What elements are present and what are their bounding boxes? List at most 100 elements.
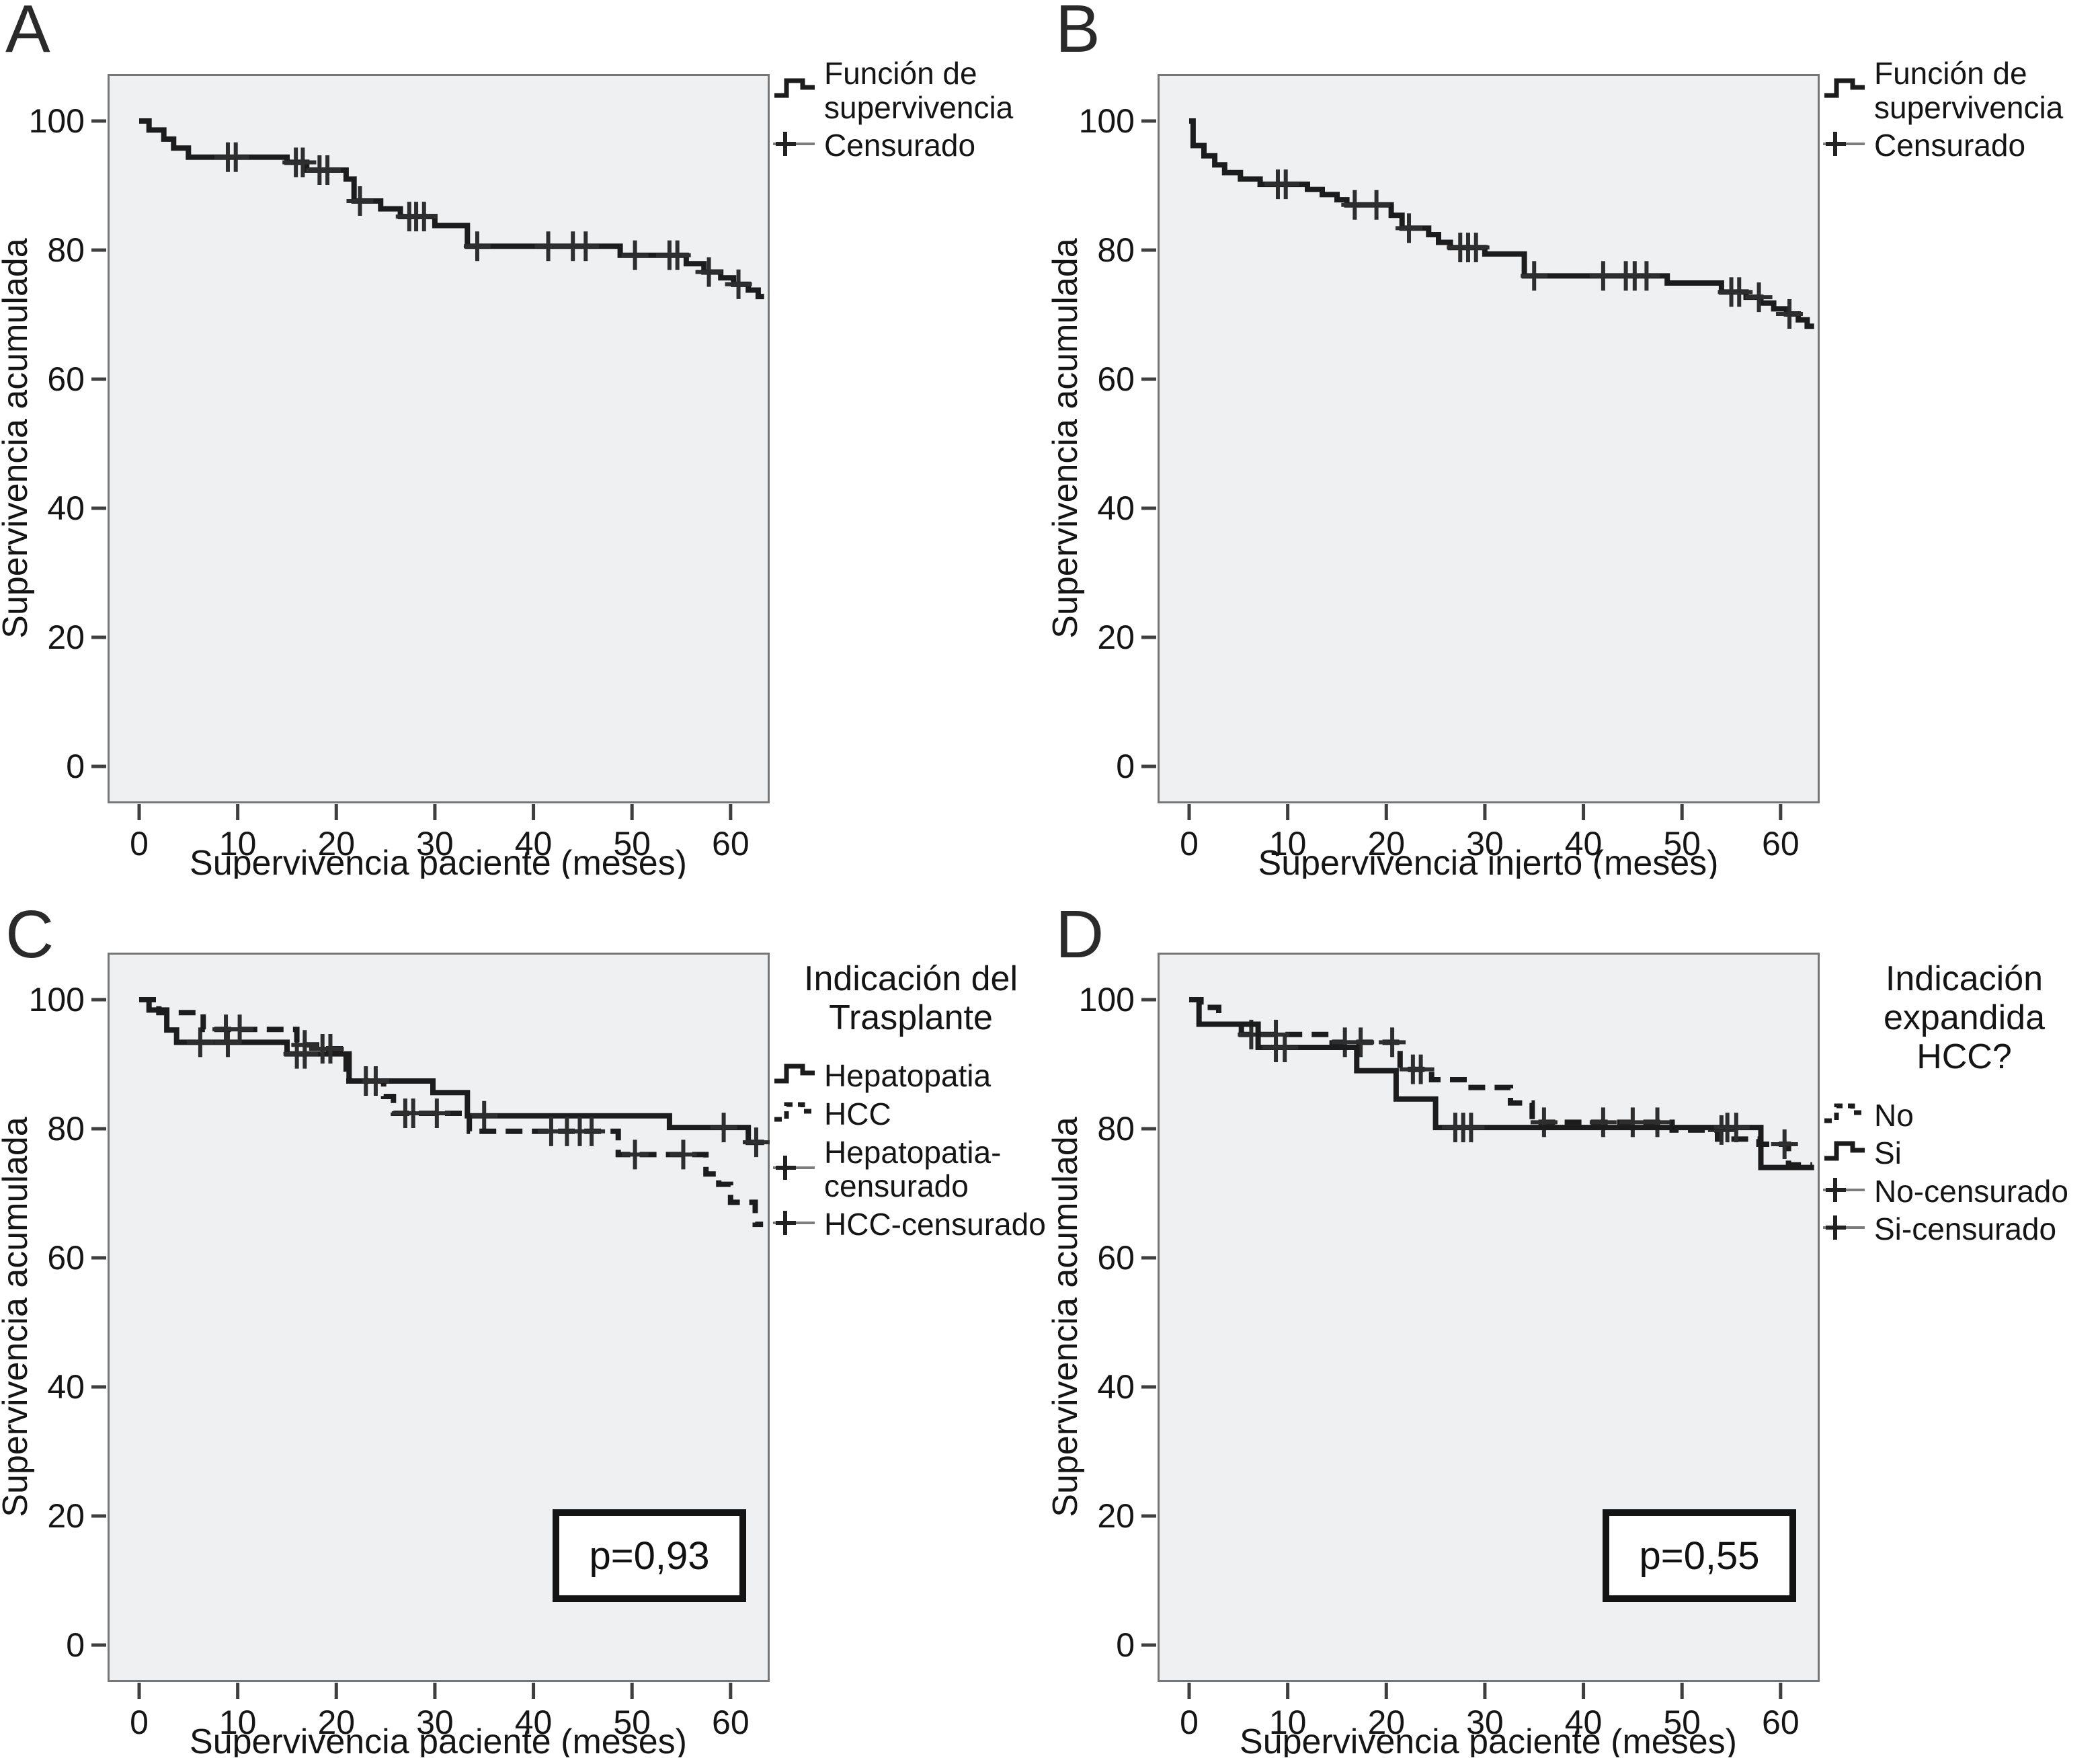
censored-plus-icon — [773, 131, 815, 156]
legend-entry: Hepatopatia — [773, 1059, 1049, 1093]
x-tick-label: 30 — [416, 825, 454, 863]
x-axis-title: Supervivencia paciente (meses) — [1240, 1722, 1737, 1757]
legend-entry: Función de supervivencia — [1823, 56, 2100, 124]
y-axis-title: Supervivencia acumulada — [0, 238, 35, 639]
legend-marker — [1823, 1137, 1867, 1170]
legend-entry-label: Si-censurado — [1874, 1211, 2057, 1247]
censored-plus-icon — [1823, 131, 1865, 156]
x-axis-title: Supervivencia injerto (meses) — [1258, 844, 1719, 879]
legend-entry: Censurado — [773, 128, 1055, 163]
y-tick-label: 80 — [47, 231, 85, 269]
y-tick-label: 100 — [29, 102, 85, 140]
legend-entry-label: Hepatopatia-censurado — [824, 1134, 1002, 1204]
dashed-step-line-icon — [1824, 1103, 1865, 1123]
x-tick-label: 0 — [130, 825, 149, 863]
step-glyph — [774, 78, 815, 98]
y-tick-label: 100 — [1079, 102, 1135, 140]
y-tick-label: 60 — [1097, 360, 1135, 398]
y-tick-label: 80 — [47, 1110, 85, 1148]
x-tick-label: 60 — [1762, 1704, 1800, 1741]
legend-title: Indicación del Trasplante — [804, 959, 1018, 1038]
y-axis-title: Supervivencia acumulada — [1050, 238, 1085, 639]
legend-title: Indicación expandida HCC? — [1884, 959, 2045, 1077]
step-glyph — [1824, 1103, 1865, 1123]
x-tick-label: 20 — [1367, 825, 1405, 863]
solid-step-line-icon — [774, 1064, 815, 1084]
panel-b: B 0 10 20 30 40 50 60 0 20 40 60 80 100 Supervivencia… — [1050, 0, 2100, 879]
censored-plus-icon — [1823, 1177, 1865, 1202]
step-glyph — [1824, 1141, 1865, 1161]
y-tick-label: 80 — [1097, 1110, 1135, 1148]
legend-entry: HCC — [773, 1097, 1049, 1131]
legend: Función de supervivencia Censurado — [773, 56, 1055, 163]
legend-marker — [773, 1208, 817, 1241]
x-tick-label: 0 — [1180, 1704, 1199, 1741]
legend-entry-label: HCC-censurado — [824, 1206, 1046, 1242]
legend-entry: Censurado — [1823, 128, 2100, 163]
panel-letter: A — [5, 0, 50, 67]
censored-plus-icon — [1823, 1215, 1865, 1240]
censored-plus-icon — [773, 1210, 815, 1235]
x-tick-label: 40 — [515, 1704, 553, 1741]
legend-marker — [773, 74, 817, 107]
legend-entry: Si — [1823, 1136, 2100, 1170]
legend-entry-label: Hepatopatia — [824, 1058, 992, 1094]
x-tick-label: 60 — [712, 1704, 750, 1741]
legend-entry: HCC-censurado — [773, 1207, 1049, 1242]
y-tick-label: 20 — [1097, 1497, 1135, 1535]
x-tick-label: 60 — [1762, 825, 1800, 863]
panel-d: D 0 10 20 30 40 50 60 0 20 40 60 80 100 Supervivencia… — [1050, 879, 2100, 1758]
x-tick-label: 50 — [1663, 1704, 1701, 1741]
x-tick-label: 40 — [1565, 825, 1603, 863]
x-tick-label: 30 — [1466, 1704, 1504, 1741]
legend-entry-label: HCC — [824, 1096, 891, 1132]
legend-entry: Función de supervivencia — [773, 56, 1055, 124]
y-tick-label: 20 — [47, 1497, 85, 1535]
y-tick-label: 40 — [1097, 1368, 1135, 1406]
legend-entry: Hepatopatia-censurado — [773, 1135, 1049, 1203]
x-tick-label: 50 — [613, 825, 651, 863]
x-tick-label: 30 — [416, 1704, 454, 1741]
panel-letter: D — [1055, 897, 1104, 972]
p-value-box: p=0,55 — [1603, 1509, 1796, 1602]
x-tick-label: 40 — [515, 825, 553, 863]
legend-marker — [1823, 1213, 1867, 1246]
y-tick-label: 100 — [1079, 981, 1135, 1018]
plot-area — [108, 74, 770, 803]
solid-step-line-icon — [1824, 1141, 1865, 1161]
y-tick-label: 20 — [47, 618, 85, 656]
y-tick-label: 40 — [47, 1368, 85, 1406]
y-tick-label: 40 — [47, 489, 85, 527]
x-tick-label: 10 — [1269, 1704, 1307, 1741]
y-tick-label: 20 — [1097, 618, 1135, 656]
y-tick-label: 0 — [1116, 748, 1135, 785]
solid-step-line-icon — [774, 78, 815, 98]
solid-step-line-icon — [1824, 78, 1865, 98]
y-tick-label: 0 — [66, 1626, 85, 1664]
y-tick-label: 0 — [66, 748, 85, 785]
x-tick-label: 0 — [1180, 825, 1199, 863]
legend: Indicación expandida HCC? No Si No-censura… — [1823, 959, 2100, 1246]
x-axis-title: Supervivencia paciente (meses) — [190, 844, 687, 879]
legend-entry-label: Función de supervivencia — [1874, 56, 2064, 125]
legend-marker — [1823, 129, 1867, 162]
legend-marker — [773, 1060, 817, 1092]
legend-entry-label: Función de supervivencia — [824, 56, 1014, 125]
legend-entry: Si-censurado — [1823, 1212, 2100, 1246]
legend-marker — [773, 1098, 817, 1131]
x-tick-label: 50 — [1663, 825, 1701, 863]
legend-entry-label: No-censurado — [1874, 1173, 2068, 1209]
legend: Indicación del Trasplante Hepatopatia HCC… — [773, 959, 1049, 1241]
x-tick-label: 20 — [1367, 1704, 1405, 1741]
legend-entry: No-censurado — [1823, 1174, 2100, 1209]
panel-c: C 0 10 20 30 40 50 60 0 20 40 60 80 100 Supervivencia… — [0, 879, 1050, 1758]
legend-entry-label: Censurado — [1874, 128, 2026, 163]
y-tick-label: 40 — [1097, 489, 1135, 527]
step-glyph — [774, 1064, 815, 1084]
legend: Función de supervivencia Censurado — [1823, 56, 2100, 163]
x-tick-label: 10 — [1269, 825, 1307, 863]
x-tick-label: 10 — [219, 825, 257, 863]
censored-plus-icon — [773, 1155, 815, 1180]
legend-marker — [1823, 1099, 1867, 1132]
